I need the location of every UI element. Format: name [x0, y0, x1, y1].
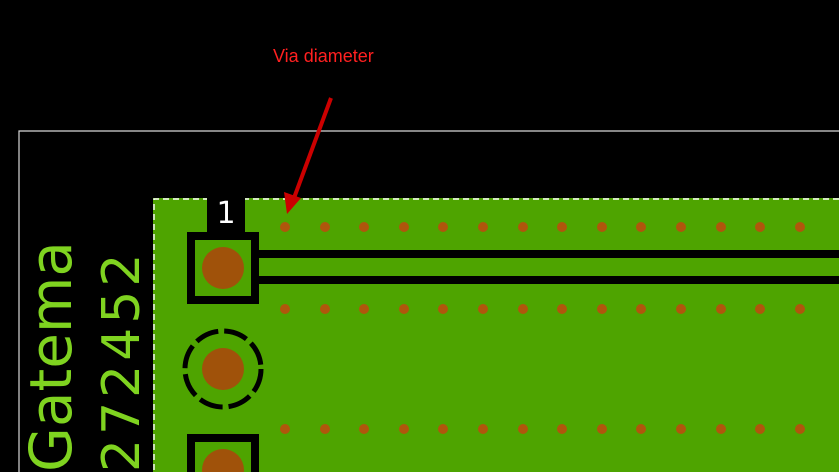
- via[interactable]: [636, 222, 646, 232]
- via[interactable]: [518, 222, 528, 232]
- via[interactable]: [399, 222, 409, 232]
- via[interactable]: [597, 424, 607, 434]
- via[interactable]: [320, 304, 330, 314]
- via[interactable]: [359, 304, 369, 314]
- trace[interactable]: [246, 258, 839, 276]
- pad-2-hole[interactable]: [202, 348, 244, 390]
- via[interactable]: [478, 222, 488, 232]
- via[interactable]: [518, 424, 528, 434]
- via[interactable]: [557, 304, 567, 314]
- via[interactable]: [557, 222, 567, 232]
- pad-3-hole: [202, 449, 244, 472]
- via[interactable]: [438, 222, 448, 232]
- via[interactable]: [280, 424, 290, 434]
- pin-1-label: 1: [216, 196, 236, 231]
- via[interactable]: [280, 222, 290, 232]
- board-outline: [18, 130, 839, 472]
- via[interactable]: [716, 304, 726, 314]
- via[interactable]: [676, 222, 686, 232]
- via[interactable]: [280, 304, 290, 314]
- annotation-label: Via diameter: [273, 46, 374, 66]
- via[interactable]: [399, 304, 409, 314]
- via[interactable]: [716, 222, 726, 232]
- via[interactable]: [755, 424, 765, 434]
- via[interactable]: [676, 424, 686, 434]
- via[interactable]: [518, 304, 528, 314]
- via[interactable]: [597, 304, 607, 314]
- via-rows: [280, 222, 805, 434]
- via[interactable]: [676, 304, 686, 314]
- via[interactable]: [716, 424, 726, 434]
- via[interactable]: [399, 424, 409, 434]
- via[interactable]: [438, 304, 448, 314]
- via[interactable]: [597, 222, 607, 232]
- pad-1-hole: [202, 247, 244, 289]
- via[interactable]: [320, 222, 330, 232]
- via[interactable]: [478, 304, 488, 314]
- copper-pour-dashed-edge: [153, 198, 839, 472]
- via[interactable]: [636, 424, 646, 434]
- via[interactable]: [359, 424, 369, 434]
- via[interactable]: [359, 222, 369, 232]
- annotation-arrow-shaft: [292, 97, 333, 199]
- silkscreen-part-number: 272452: [92, 249, 152, 472]
- via[interactable]: [755, 222, 765, 232]
- pad-2-ring: [182, 328, 264, 410]
- via[interactable]: [478, 424, 488, 434]
- via[interactable]: [795, 222, 805, 232]
- via[interactable]: [755, 304, 765, 314]
- via[interactable]: [795, 304, 805, 314]
- via[interactable]: [795, 424, 805, 434]
- via[interactable]: [438, 424, 448, 434]
- pin1-label-clearance: [207, 198, 245, 232]
- via[interactable]: [636, 304, 646, 314]
- via[interactable]: [557, 424, 567, 434]
- silkscreen-brand-text: Gatema: [17, 241, 85, 472]
- annotation-arrow-head: [284, 192, 301, 214]
- via[interactable]: [320, 424, 330, 434]
